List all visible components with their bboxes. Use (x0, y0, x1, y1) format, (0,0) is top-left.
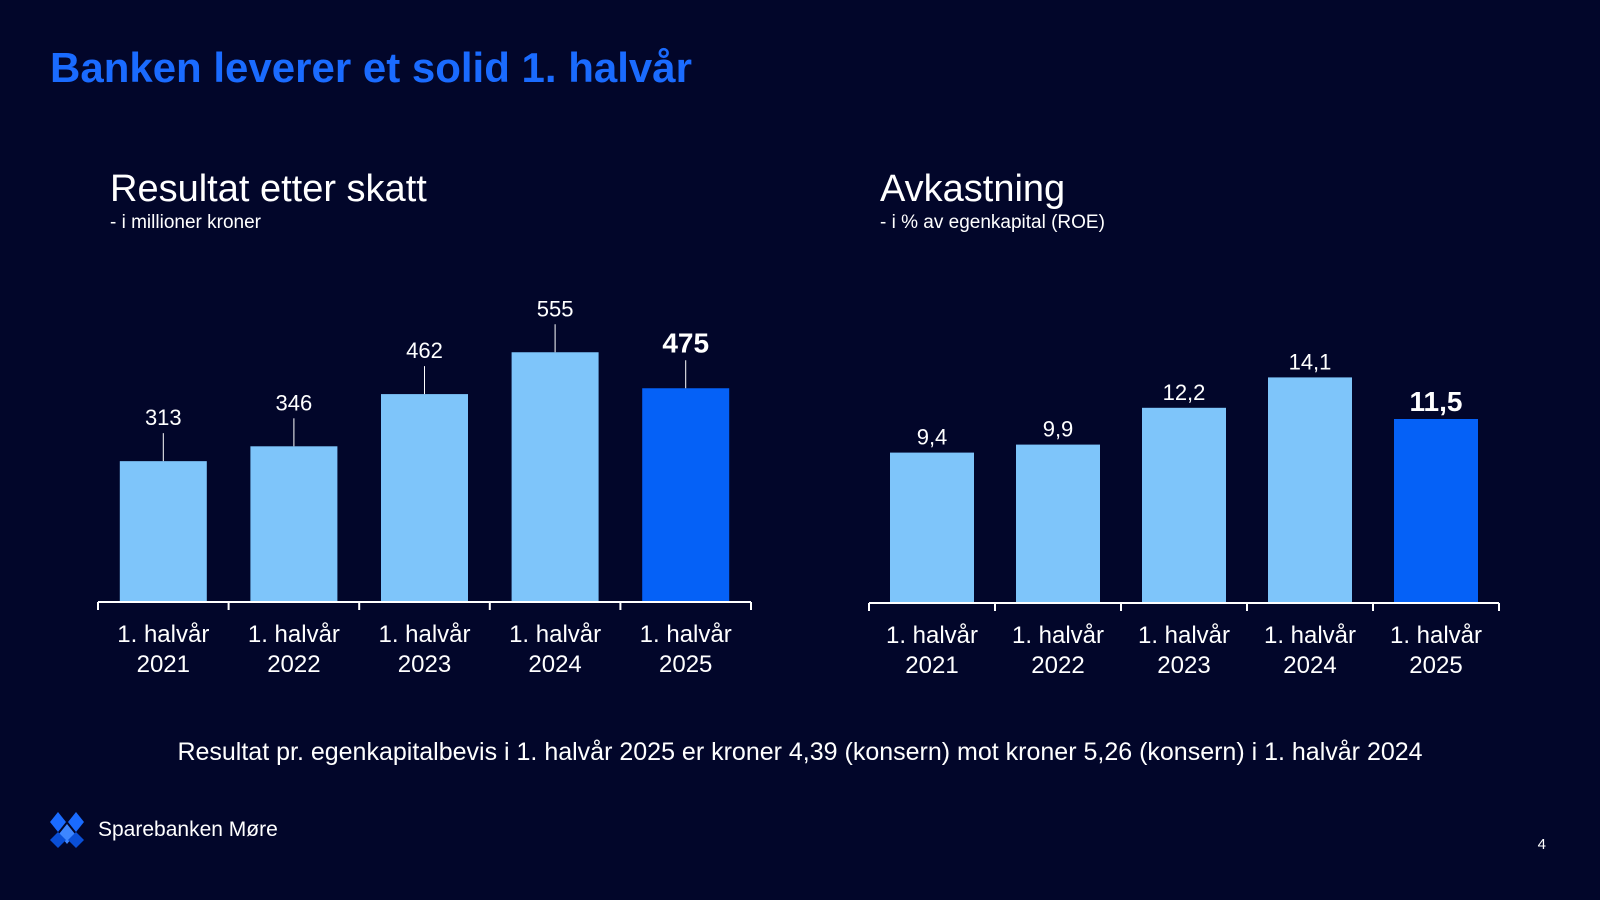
category-label: 2024 (528, 651, 581, 678)
bar-2025 (1394, 419, 1478, 603)
bar-2024 (1268, 377, 1352, 603)
value-label: 313 (145, 405, 182, 430)
bar-2023 (1142, 407, 1226, 603)
category-label: 2025 (1409, 652, 1462, 679)
value-label: 12,2 (1163, 380, 1206, 405)
category-label: 2022 (1031, 652, 1084, 679)
bar-2023 (381, 394, 468, 602)
category-label: 1. halvår (1138, 622, 1230, 649)
value-label: 462 (406, 338, 443, 363)
chart-subtitle: - i % av egenkapital (ROE) (880, 212, 1105, 233)
category-label: 1. halvår (640, 621, 732, 648)
category-label: 2023 (398, 651, 451, 678)
value-label: 14,1 (1289, 349, 1332, 374)
bar-2021 (890, 452, 974, 603)
bar-2022 (1016, 444, 1100, 603)
page-number: 4 (1537, 836, 1546, 853)
bar-2021 (119, 461, 207, 602)
sparebanken-logo-icon (50, 812, 84, 848)
brand-name: Sparebanken Møre (98, 818, 278, 841)
chart-subtitle: - i millioner kroner (110, 212, 261, 233)
category-label: 1. halvår (117, 621, 209, 648)
bar-chart-resultat: 313 1. halvår 2021 346 1. halvår 2022 462 1. ha… (97, 296, 752, 678)
bar-2022 (250, 446, 338, 602)
category-label: 1. halvår (509, 621, 601, 648)
category-label: 1. halvår (1390, 622, 1482, 649)
bar-chart-avkastning: 9,4 1. halvår 2021 9,9 1. halvår 2022 12,2 1. h… (868, 349, 1500, 679)
chart-title: Avkastning (880, 168, 1066, 210)
category-label: 2023 (1157, 652, 1210, 679)
value-label: 555 (537, 296, 574, 321)
bar-2025 (642, 388, 730, 602)
category-label: 2024 (1283, 652, 1336, 679)
chart-title: Resultat etter skatt (110, 168, 427, 210)
category-label: 1. halvår (1264, 622, 1356, 649)
category-label: 1. halvår (1012, 622, 1104, 649)
category-label: 2021 (137, 651, 190, 678)
value-label: 9,4 (917, 425, 948, 450)
brand-logo: Sparebanken Møre (48, 810, 278, 850)
slide-title: Banken leverer et solid 1. halvår (50, 44, 692, 91)
value-label: 475 (662, 327, 709, 358)
category-label: 2025 (659, 651, 712, 678)
category-label: 1. halvår (886, 622, 978, 649)
category-label: 1. halvår (378, 621, 470, 648)
value-label: 9,9 (1043, 417, 1074, 442)
category-label: 1. halvår (248, 621, 340, 648)
footnote: Resultat pr. egenkapitalbevis i 1. halvå… (177, 738, 1423, 766)
bar-2024 (511, 352, 599, 602)
category-label: 2021 (905, 652, 958, 679)
value-label: 346 (276, 390, 313, 415)
category-label: 2022 (267, 651, 320, 678)
value-label: 11,5 (1410, 386, 1463, 417)
